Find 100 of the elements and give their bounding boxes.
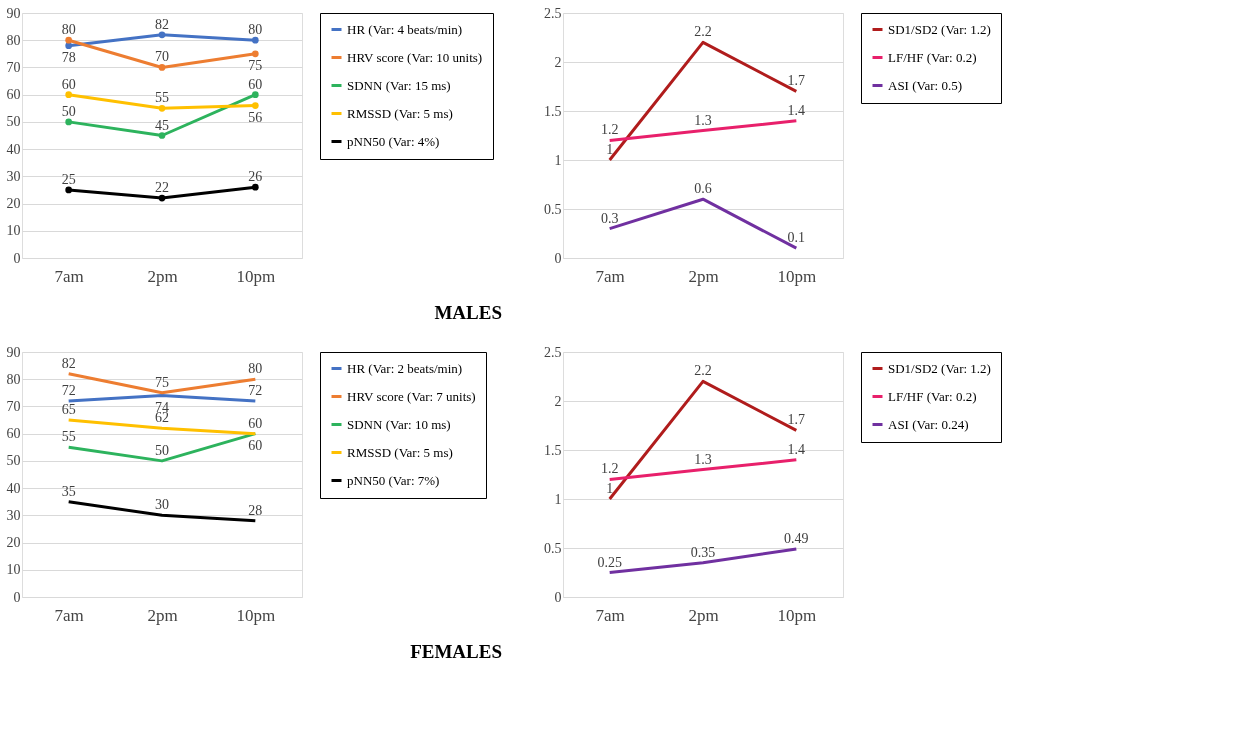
y-tick-label: 0 [13,589,21,605]
data-label: 1 [606,481,614,496]
point [251,183,259,191]
y-tick-label: 1 [554,152,562,168]
x-tick-label: 10pm [236,266,276,286]
data-label: 75 [155,374,169,390]
legend-label: HR (Var: 2 beats/min) [347,360,463,376]
data-label: 60 [61,76,76,92]
data-label: 72 [248,383,263,398]
legend-label: ASI (Var: 0.24) [888,416,969,432]
point [251,50,259,58]
y-tick-label: 0.5 [544,540,562,556]
legend-label: SDNN (Var: 10 ms) [347,416,451,432]
data-label: 0.35 [690,544,716,560]
x-tick-label: 7am [54,605,84,625]
data-label: 60 [248,437,263,453]
data-label: 72 [61,383,76,398]
x-tick-label: 10pm [777,266,817,286]
data-label: 0.25 [597,554,622,570]
data-label: 0.49 [784,530,809,546]
point [65,36,73,44]
y-tick-label: 70 [6,398,21,414]
data-label: 0.1 [787,230,806,246]
point [158,64,166,71]
y-tick-label: 40 [6,141,21,157]
legend-label: RMSSD (Var: 5 ms) [347,105,453,121]
data-label: 82 [155,16,169,32]
data-label: 80 [248,22,263,38]
x-tick-label: 7am [595,266,625,286]
data-label: 1.2 [600,122,619,138]
y-tick-label: 60 [6,426,21,442]
text: FEMALES [410,641,502,662]
x-tick-label: 2pm [147,266,178,286]
legend-label: pNN50 (Var: 4%) [347,133,440,149]
text: MALES [434,302,502,323]
point [251,102,259,109]
y-tick-label: 30 [6,168,21,184]
y-tick-label: 70 [6,59,21,75]
data-label: 75 [248,57,263,73]
data-label: 1.3 [694,451,712,467]
legend-label: ASI (Var: 0.5) [888,77,963,93]
y-tick-label: 0 [13,250,21,266]
x-tick-label: 7am [595,605,625,625]
data-label: 26 [248,169,263,185]
point [65,186,73,194]
y-tick-label: 20 [6,196,21,212]
data-label: 50 [155,442,169,458]
y-tick-label: 50 [6,114,21,130]
y-tick-label: 80 [6,32,21,48]
y-tick-label: 50 [6,453,21,469]
data-label: 1.3 [694,112,712,128]
y-tick-label: 0.5 [544,201,562,217]
y-tick-label: 20 [6,535,21,551]
data-label: 1.4 [787,102,806,118]
data-label: 1.7 [787,73,806,89]
y-tick-label: 10 [6,223,21,239]
y-tick-label: 2 [554,393,562,409]
legend-label: HR (Var: 4 beats/min) [347,21,463,37]
x-tick-label: 2pm [688,605,719,625]
x-tick-label: 7am [54,266,84,286]
legend-label: pNN50 (Var: 7%) [347,472,440,488]
data-label: 22 [155,180,169,196]
data-label: 35 [61,483,76,499]
point [158,132,166,139]
data-label: 1.2 [600,461,619,477]
data-label: 56 [248,109,263,125]
point [251,36,259,44]
data-label: 2.2 [694,24,712,40]
y-tick-label: 90 [6,5,21,21]
data-label: 25 [61,171,76,187]
data-label: 2.2 [694,363,712,379]
y-tick-label: 1.5 [544,442,562,458]
y-tick-label: 1.5 [544,103,562,119]
data-label: 55 [155,90,169,106]
y-tick-label: 0 [554,589,562,605]
data-label: 1.7 [787,412,806,428]
data-label: 80 [248,361,263,377]
data-label: 62 [155,410,169,426]
point [158,104,166,112]
legend-label: SDNN (Var: 15 ms) [347,77,451,93]
data-label: 65 [61,402,76,418]
x-tick-label: 10pm [236,605,276,625]
legend-label: RMSSD (Var: 5 ms) [347,444,453,460]
legend-label: HRV score (Var: 7 units) [347,388,476,404]
data-label: 55 [61,429,76,445]
data-label: 1 [606,142,614,157]
point [158,194,166,202]
point [65,118,73,126]
legend-label: SD1/SD2 (Var: 1.2) [888,21,991,37]
x-tick-label: 10pm [777,605,817,625]
y-tick-label: 2.5 [544,5,562,21]
data-label: 50 [61,103,76,119]
y-tick-label: 2.5 [544,344,562,360]
point [65,91,73,99]
legend-label: LF/HF (Var: 0.2) [888,388,977,404]
legend-label: HRV score (Var: 10 units) [347,49,483,65]
y-tick-label: 30 [6,507,21,523]
x-tick-label: 2pm [688,266,719,286]
y-tick-label: 1 [554,491,562,507]
data-label: 30 [155,497,169,513]
